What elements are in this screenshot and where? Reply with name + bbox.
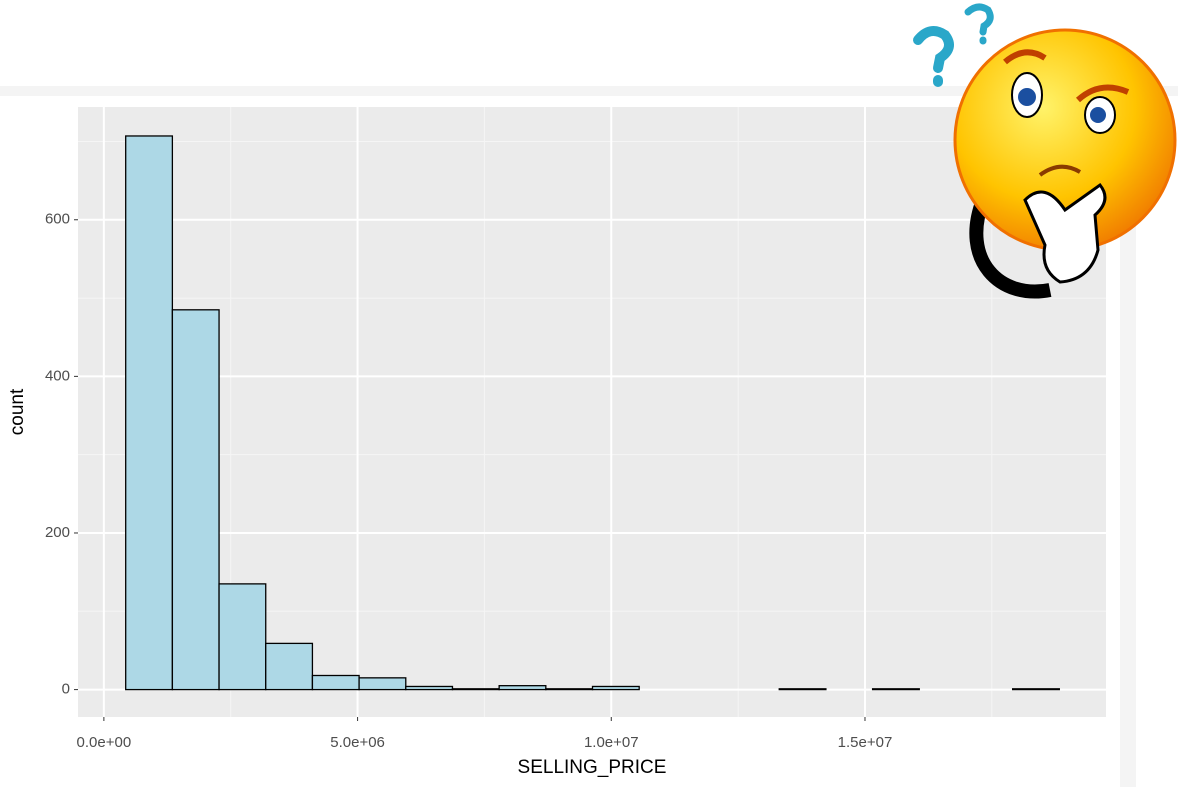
histogram-bar: [171, 309, 220, 691]
histogram-bar: [591, 685, 640, 691]
frame-band: [0, 86, 1178, 96]
y-tick-label: 200: [45, 524, 70, 541]
histogram-bar: [545, 688, 594, 691]
x-tick-label: 5.0e+06: [330, 734, 385, 751]
y-axis-title: count: [7, 388, 28, 435]
histogram-bar: [1011, 688, 1060, 691]
histogram-bar: [265, 642, 314, 691]
question-mark: [913, 26, 954, 87]
histogram-bar: [778, 688, 827, 691]
histogram-bar: [498, 685, 547, 691]
question-mark: [964, 3, 994, 45]
histogram-bar: [451, 688, 500, 691]
y-tick-label: 600: [45, 211, 70, 228]
x-tick-label: 0.0e+00: [77, 734, 132, 751]
histogram-bar: [218, 583, 267, 691]
y-tick-label: 400: [45, 367, 70, 384]
x-tick-label: 1.5e+07: [838, 734, 893, 751]
histogram-bar: [871, 688, 920, 691]
y-tick-label: 0: [62, 681, 70, 698]
x-tick-label: 1.0e+07: [584, 734, 639, 751]
histogram-bar: [311, 674, 360, 691]
emoji-mouth: [1038, 164, 1082, 177]
emoji-hand: [1023, 182, 1107, 284]
plot-layer: 0 200 400 600 0.0e+00 5.0e+06 1.0e+07 1.5e+07: [45, 107, 1106, 751]
emoji-pupil: [1018, 88, 1036, 106]
x-axis-title: SELLING_PRICE: [518, 757, 667, 778]
thinking-emoji: [913, 3, 1177, 299]
histogram-bar: [358, 677, 407, 691]
histogram-bar: [125, 135, 174, 691]
frame-band: [1120, 96, 1136, 787]
emoji-brow: [1003, 49, 1130, 103]
emoji-arm: [969, 197, 1052, 299]
histogram-bar: [405, 685, 454, 691]
emoji-pupil: [1090, 107, 1106, 123]
